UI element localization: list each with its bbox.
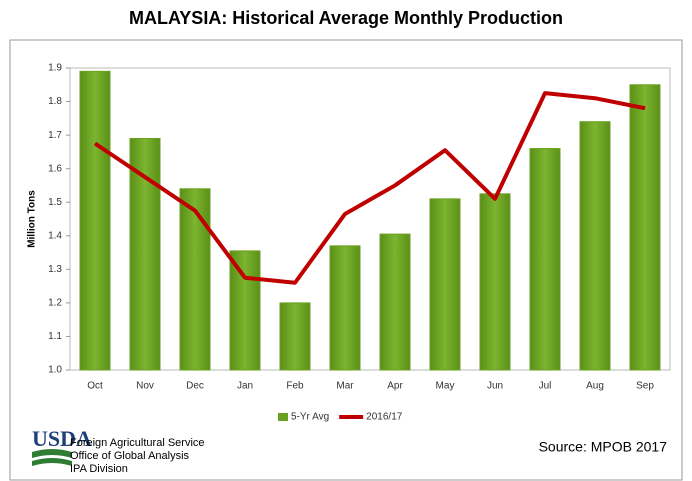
x-tick-label: Oct (87, 381, 103, 392)
x-tick-label: Dec (186, 381, 204, 392)
bar (329, 245, 361, 371)
x-tick-label: Sep (636, 381, 654, 392)
y-tick-label: 1.3 (48, 264, 62, 275)
x-tick-label: May (436, 381, 455, 392)
logo-swoosh (32, 449, 72, 458)
y-tick-label: 1.7 (48, 130, 62, 141)
y-tick-label: 1.4 (48, 230, 62, 241)
logo-swoosh (32, 458, 72, 466)
x-tick-label: Apr (387, 381, 403, 392)
x-tick-label: Jun (487, 381, 503, 392)
x-tick-label: Nov (136, 381, 154, 392)
y-tick-label: 1.1 (48, 331, 62, 342)
x-tick-label: Feb (286, 381, 304, 392)
y-axis-label: Million Tons (27, 190, 38, 248)
bar (529, 148, 561, 371)
y-tick-label: 1.9 (48, 63, 62, 74)
bar (129, 137, 161, 371)
plot-area (69, 67, 671, 371)
line (93, 91, 646, 285)
agency-line: Office of Global Analysis (70, 450, 190, 462)
chart-border (9, 39, 683, 481)
legend-label: 5-Yr Avg (291, 412, 329, 423)
agency-line: IPA Division (70, 463, 128, 475)
chart-title: MALAYSIA: Historical Average Monthly Pro… (129, 8, 563, 28)
x-tick-label: Aug (586, 381, 604, 392)
y-tick-label: 1.5 (48, 197, 62, 208)
legend-label: 2016/17 (366, 412, 403, 423)
x-tick-label: Jan (237, 381, 253, 392)
source: Source: MPOB 2017 (539, 439, 668, 455)
bar (229, 250, 261, 371)
bar (479, 193, 511, 371)
logo: USDA (32, 426, 92, 451)
y-tick-label: 1.8 (48, 96, 62, 107)
agency-line: Foreign Agricultural Service (70, 437, 205, 449)
bar (629, 84, 661, 371)
bar (179, 188, 211, 371)
x-tick-label: Jul (539, 381, 552, 392)
bar (429, 198, 461, 371)
x-tick-label: Mar (336, 381, 354, 392)
legend-swatch (278, 413, 288, 421)
bar (279, 302, 311, 371)
y-tick-label: 1.6 (48, 163, 62, 174)
bar (379, 233, 411, 371)
y-tick-label: 1.2 (48, 298, 62, 309)
y-tick-label: 1.0 (48, 365, 62, 376)
bar (79, 70, 111, 371)
bar (579, 121, 611, 371)
